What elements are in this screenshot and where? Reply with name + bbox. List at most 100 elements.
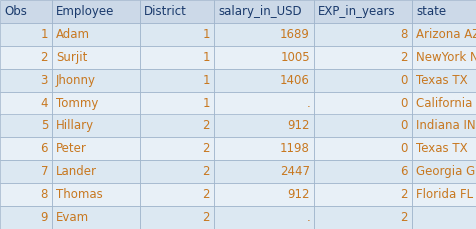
Text: 2: 2 — [400, 211, 408, 224]
Bar — [140, 137, 214, 160]
Text: Hillary: Hillary — [56, 120, 94, 132]
Text: 6: 6 — [400, 165, 408, 178]
Bar — [0, 69, 52, 92]
Text: 2447: 2447 — [280, 165, 310, 178]
Text: 1005: 1005 — [280, 51, 310, 64]
Text: 2: 2 — [202, 120, 210, 132]
Text: Thomas: Thomas — [56, 188, 103, 201]
Text: 912: 912 — [288, 188, 310, 201]
Bar — [214, 137, 314, 160]
Text: Tommy: Tommy — [56, 97, 99, 109]
Text: 912: 912 — [288, 120, 310, 132]
Text: Indiana IN: Indiana IN — [416, 120, 476, 132]
Bar — [52, 23, 140, 46]
Bar — [0, 183, 52, 206]
Bar — [412, 137, 476, 160]
Text: 0: 0 — [401, 97, 408, 109]
Bar — [314, 92, 412, 114]
Text: 1: 1 — [202, 28, 210, 41]
Text: 2: 2 — [40, 51, 48, 64]
Text: 1198: 1198 — [280, 142, 310, 155]
Bar — [412, 23, 476, 46]
Text: 1: 1 — [202, 51, 210, 64]
Text: .: . — [306, 211, 310, 224]
Bar — [52, 183, 140, 206]
Text: 2: 2 — [202, 142, 210, 155]
Text: Obs: Obs — [4, 5, 27, 18]
Bar — [0, 23, 52, 46]
Bar — [314, 46, 412, 69]
Text: 1: 1 — [40, 28, 48, 41]
Bar — [0, 137, 52, 160]
Text: 2: 2 — [202, 165, 210, 178]
Bar — [314, 114, 412, 137]
Bar — [0, 46, 52, 69]
Text: .: . — [306, 97, 310, 109]
Bar — [412, 114, 476, 137]
Bar — [0, 114, 52, 137]
Bar — [140, 183, 214, 206]
Bar — [52, 46, 140, 69]
Bar — [52, 92, 140, 114]
Text: 3: 3 — [40, 74, 48, 87]
Bar — [140, 69, 214, 92]
Bar — [140, 46, 214, 69]
Bar — [52, 137, 140, 160]
Bar — [214, 206, 314, 229]
Bar — [52, 206, 140, 229]
Text: 2: 2 — [202, 188, 210, 201]
Bar — [140, 160, 214, 183]
Bar — [214, 0, 314, 23]
Text: 7: 7 — [40, 165, 48, 178]
Bar — [214, 114, 314, 137]
Text: 8: 8 — [40, 188, 48, 201]
Text: 1689: 1689 — [280, 28, 310, 41]
Text: EXP_in_years: EXP_in_years — [318, 5, 396, 18]
Text: 1: 1 — [202, 74, 210, 87]
Bar — [412, 46, 476, 69]
Bar — [0, 0, 52, 23]
Bar — [140, 0, 214, 23]
Bar — [412, 0, 476, 23]
Bar — [214, 46, 314, 69]
Text: 8: 8 — [401, 28, 408, 41]
Bar — [52, 160, 140, 183]
Bar — [0, 160, 52, 183]
Text: Employee: Employee — [56, 5, 114, 18]
Bar — [0, 206, 52, 229]
Text: NewYork NY: NewYork NY — [416, 51, 476, 64]
Text: 6: 6 — [40, 142, 48, 155]
Bar — [314, 137, 412, 160]
Text: 2: 2 — [202, 211, 210, 224]
Text: 1406: 1406 — [280, 74, 310, 87]
Text: Texas TX: Texas TX — [416, 142, 467, 155]
Text: Surjit: Surjit — [56, 51, 88, 64]
Bar — [412, 69, 476, 92]
Bar — [412, 206, 476, 229]
Text: 5: 5 — [40, 120, 48, 132]
Bar — [52, 114, 140, 137]
Text: 4: 4 — [40, 97, 48, 109]
Text: Evam: Evam — [56, 211, 89, 224]
Text: 2: 2 — [400, 51, 408, 64]
Text: state: state — [416, 5, 446, 18]
Text: California CL: California CL — [416, 97, 476, 109]
Text: 0: 0 — [401, 142, 408, 155]
Text: Georgia GL: Georgia GL — [416, 165, 476, 178]
Bar — [214, 23, 314, 46]
Text: Jhonny: Jhonny — [56, 74, 96, 87]
Text: Arizona AZ: Arizona AZ — [416, 28, 476, 41]
Bar — [214, 160, 314, 183]
Bar — [314, 206, 412, 229]
Text: Adam: Adam — [56, 28, 90, 41]
Text: 0: 0 — [401, 74, 408, 87]
Text: 0: 0 — [401, 120, 408, 132]
Text: 9: 9 — [40, 211, 48, 224]
Bar — [140, 206, 214, 229]
Bar — [412, 160, 476, 183]
Bar — [314, 23, 412, 46]
Bar — [214, 183, 314, 206]
Text: District: District — [144, 5, 187, 18]
Bar — [314, 183, 412, 206]
Bar — [314, 160, 412, 183]
